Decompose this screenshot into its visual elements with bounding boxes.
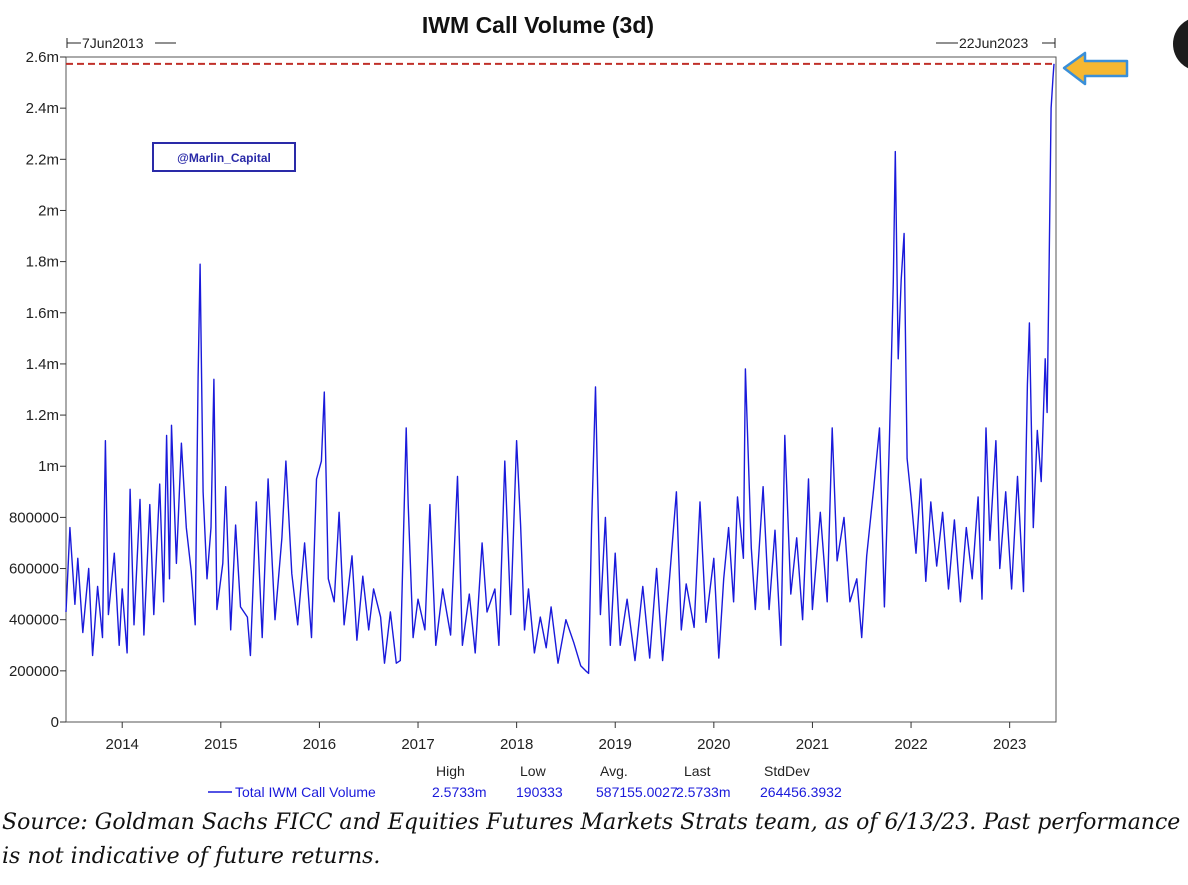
x-tick-label: 2023 bbox=[993, 736, 1026, 753]
legend-header-high: High bbox=[436, 763, 465, 779]
chart-title: IWM Call Volume (3d) bbox=[422, 12, 654, 38]
legend-value-low: 190333 bbox=[516, 784, 563, 800]
x-tick-label: 2018 bbox=[500, 736, 533, 753]
y-tick-label: 600000 bbox=[9, 561, 59, 578]
legend-value-avg: 587155.0027 bbox=[596, 784, 678, 800]
y-axis: 0 200000 400000 600000 800000 1m 1.2m 1.4m 1.6m 1… bbox=[9, 49, 66, 731]
y-tick-label: 2.2m bbox=[26, 151, 59, 168]
watermark-text: @Marlin_Capital bbox=[177, 151, 271, 165]
end-date-marker: 22Jun2023 bbox=[936, 35, 1056, 51]
x-tick-label: 2017 bbox=[401, 736, 434, 753]
y-tick-label: 1.6m bbox=[26, 305, 59, 322]
y-tick-label: 1.8m bbox=[26, 254, 59, 271]
x-tick-label: 2022 bbox=[894, 736, 927, 753]
series-line-total-iwm-call-volume bbox=[65, 63, 1055, 675]
x-tick-label: 2019 bbox=[599, 736, 632, 753]
x-tick-label: 2021 bbox=[796, 736, 829, 753]
y-tick-label: 2.6m bbox=[26, 49, 59, 66]
y-tick-label: 800000 bbox=[9, 509, 59, 526]
x-axis: 2014 2015 2016 2017 2018 2019 2020 2021 2022 2023 bbox=[106, 722, 1026, 753]
legend-value-high: 2.5733m bbox=[432, 784, 486, 800]
y-tick-label: 1.4m bbox=[26, 356, 59, 373]
legend-value-last: 2.5733m bbox=[676, 784, 730, 800]
legend-header-avg: Avg. bbox=[600, 763, 628, 779]
y-tick-label: 1.2m bbox=[26, 407, 59, 424]
x-tick-label: 2015 bbox=[204, 736, 237, 753]
y-tick-label: 400000 bbox=[9, 612, 59, 629]
legend-series-name: Total IWM Call Volume bbox=[235, 784, 376, 800]
y-tick-label: 1m bbox=[38, 458, 59, 475]
y-tick-label: 0 bbox=[51, 714, 59, 731]
y-tick-label: 200000 bbox=[9, 663, 59, 680]
legend-header-low: Low bbox=[520, 763, 547, 779]
legend-value-stddev: 264456.3932 bbox=[760, 784, 842, 800]
x-tick-label: 2014 bbox=[106, 736, 139, 753]
legend-header-last: Last bbox=[684, 763, 711, 779]
corner-dark-circle bbox=[1173, 19, 1188, 69]
watermark-box: @Marlin_Capital bbox=[152, 142, 296, 172]
legend-header-stddev: StdDev bbox=[764, 763, 810, 779]
arrow-left-icon bbox=[1062, 51, 1129, 86]
x-tick-label: 2016 bbox=[303, 736, 336, 753]
source-note: Source: Goldman Sachs FICC and Equities … bbox=[2, 810, 1188, 869]
chart: IWM Call Volume (3d) 7Jun2013 22Jun2023 … bbox=[9, 12, 1188, 800]
x-tick-label: 2020 bbox=[697, 736, 730, 753]
y-tick-label: 2m bbox=[38, 202, 59, 219]
y-tick-label: 2.4m bbox=[26, 100, 59, 117]
end-date-label: 22Jun2023 bbox=[959, 35, 1029, 51]
start-date-marker: 7Jun2013 bbox=[66, 35, 176, 51]
legend: High Low Avg. Last StdDev Total IWM Call… bbox=[208, 763, 842, 800]
start-date-label: 7Jun2013 bbox=[82, 35, 144, 51]
